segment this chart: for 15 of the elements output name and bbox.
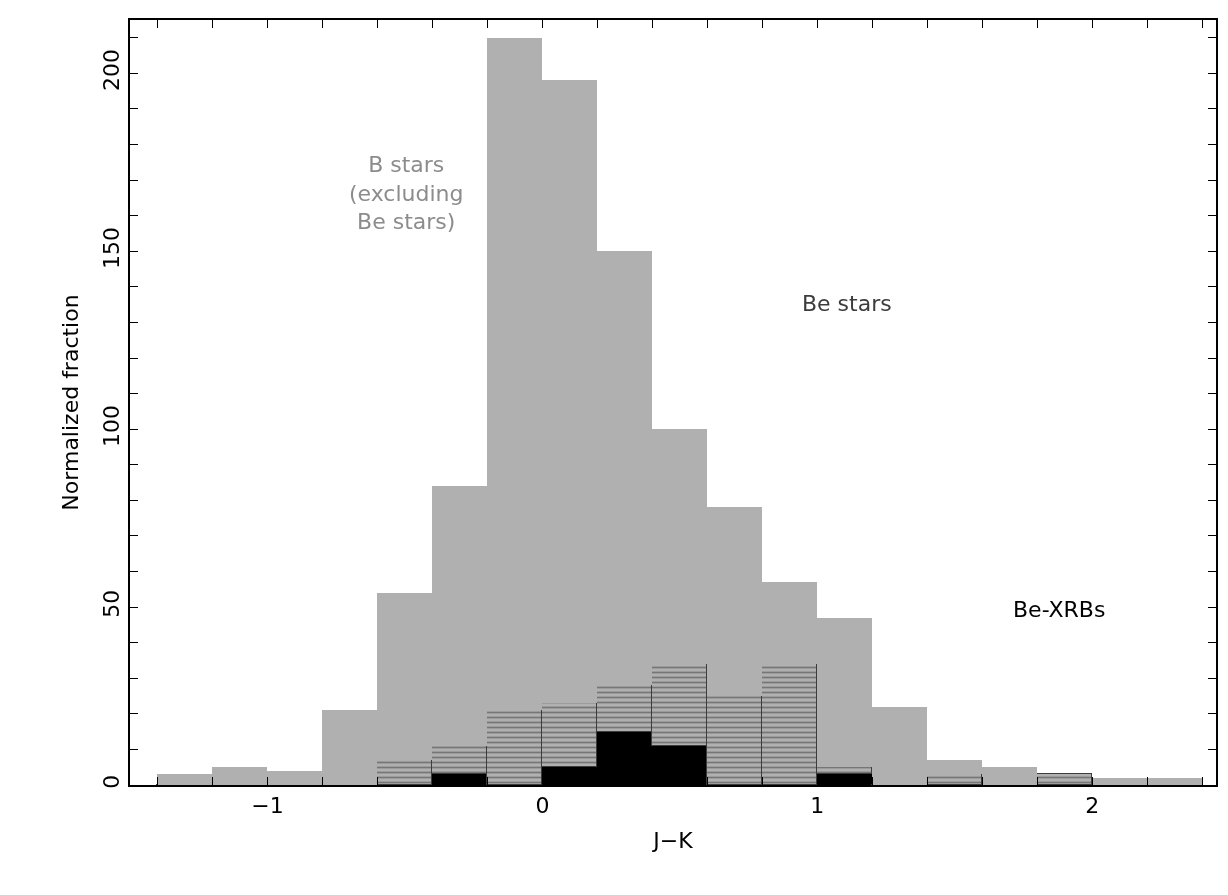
y-tick-label: 50 — [99, 589, 125, 618]
series-label: B stars (excluding Be stars) — [349, 152, 464, 235]
y-tick-label: 200 — [99, 49, 125, 92]
x-tick-label: 1 — [810, 793, 825, 819]
x-tick-label: −1 — [251, 793, 284, 819]
x-tick-label: 2 — [1085, 793, 1100, 819]
text: Be stars — [802, 291, 892, 316]
y-tick-label: 100 — [99, 404, 125, 447]
y-tick-label: 0 — [99, 774, 125, 789]
x-tick-label: 0 — [535, 793, 550, 819]
text: Be-XRBs — [1013, 597, 1106, 622]
y-tick-label: 150 — [99, 226, 125, 269]
y-axis-title: Normalized fraction — [57, 294, 83, 511]
x-axis-title: J−K — [651, 827, 694, 853]
bar — [1035, 772, 1092, 785]
